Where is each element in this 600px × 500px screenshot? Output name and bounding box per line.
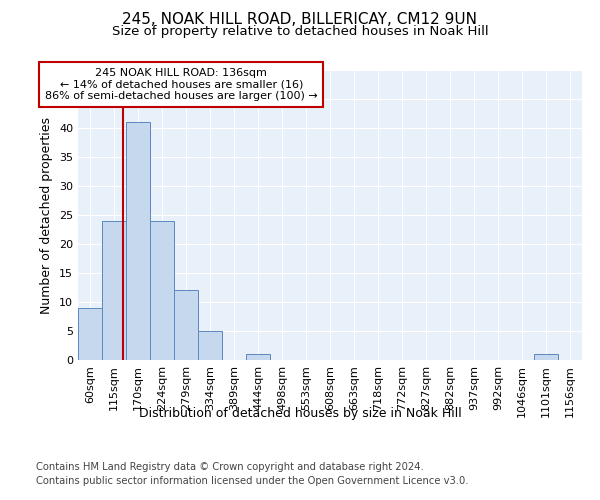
Bar xyxy=(534,354,558,360)
Text: Contains HM Land Registry data © Crown copyright and database right 2024.: Contains HM Land Registry data © Crown c… xyxy=(36,462,424,472)
Bar xyxy=(78,308,102,360)
Bar xyxy=(198,331,222,360)
Bar xyxy=(102,221,126,360)
Bar xyxy=(126,122,150,360)
Y-axis label: Number of detached properties: Number of detached properties xyxy=(40,116,53,314)
Bar xyxy=(174,290,198,360)
Text: 245 NOAK HILL ROAD: 136sqm
← 14% of detached houses are smaller (16)
86% of semi: 245 NOAK HILL ROAD: 136sqm ← 14% of deta… xyxy=(45,68,317,101)
Text: Distribution of detached houses by size in Noak Hill: Distribution of detached houses by size … xyxy=(139,408,461,420)
Text: 245, NOAK HILL ROAD, BILLERICAY, CM12 9UN: 245, NOAK HILL ROAD, BILLERICAY, CM12 9U… xyxy=(122,12,478,28)
Text: Contains public sector information licensed under the Open Government Licence v3: Contains public sector information licen… xyxy=(36,476,469,486)
Bar xyxy=(150,221,174,360)
Bar xyxy=(246,354,270,360)
Text: Size of property relative to detached houses in Noak Hill: Size of property relative to detached ho… xyxy=(112,25,488,38)
